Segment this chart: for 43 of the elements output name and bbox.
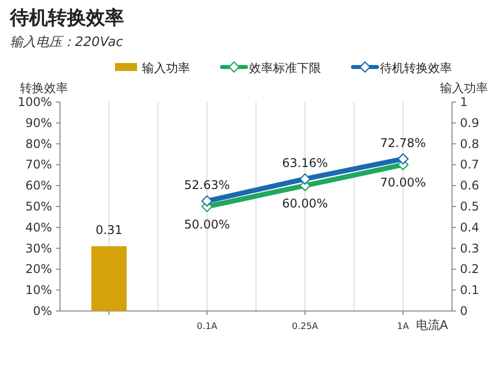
data-label: 50.00% — [184, 218, 230, 232]
y-tick-label: 20% — [25, 262, 52, 276]
legend-label: 输入功率 — [142, 61, 190, 75]
y2-tick-label: 0.1 — [460, 283, 480, 298]
y2-tick-label: 0.4 — [460, 220, 480, 234]
data-label: 52.63% — [184, 178, 230, 192]
y-tick-label: 60% — [25, 178, 52, 193]
y-tick-label: 30% — [25, 241, 52, 256]
y-tick-label: 90% — [25, 116, 52, 130]
y2-tick-label: 0.3 — [460, 241, 480, 256]
data-label: 63.16% — [282, 156, 328, 170]
y2-tick-label: 0.9 — [460, 116, 480, 130]
data-label: 0.31 — [96, 223, 122, 238]
data-label: 60.00% — [282, 196, 328, 211]
y-tick-label: 10% — [25, 283, 52, 298]
y-tick-label: 80% — [25, 136, 52, 151]
x-tick-label: 0.25A — [292, 322, 319, 332]
y2-tick-label: 0 — [460, 304, 468, 318]
data-label: 70.00% — [380, 176, 426, 190]
y-tick-label: 70% — [25, 158, 52, 172]
legend-label: 效率标准下限 — [249, 61, 321, 75]
y2-tick-label: 0.7 — [460, 158, 480, 172]
y-tick-label: 0% — [32, 304, 52, 318]
y2-tick-label: 0.2 — [460, 262, 480, 276]
x-axis-title: 电流A — [416, 318, 449, 332]
chart-title: 待机转换效率 — [9, 7, 124, 29]
y2-axis-title: 输入功率 — [440, 81, 488, 95]
y-tick-label: 40% — [25, 220, 52, 234]
point — [397, 153, 409, 164]
y-tick-label: 50% — [25, 200, 52, 214]
x-tick-label: 1A — [397, 322, 410, 332]
chart-subtitle: 输入电压：220Vac — [10, 35, 123, 50]
y-axis-title: 转换效率 — [20, 81, 68, 95]
y-tick-label: 100% — [18, 95, 52, 109]
x-tick-label: 0.1A — [196, 322, 218, 332]
point — [201, 195, 213, 207]
y2-tick-label: 0.6 — [460, 178, 480, 193]
y2-tick-label: 0.5 — [460, 200, 480, 214]
legend-label: 待机转换效率 — [380, 61, 452, 75]
y2-tick-label: 0.8 — [460, 136, 480, 151]
point — [299, 173, 311, 185]
data-label: 72.78% — [380, 136, 426, 150]
y2-tick-label: 1 — [460, 95, 468, 109]
